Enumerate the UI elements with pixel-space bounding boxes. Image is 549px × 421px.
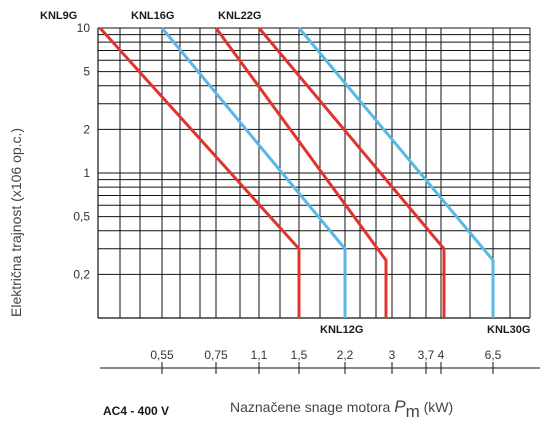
x-axis-label-unit: (kW)	[420, 399, 453, 415]
axes	[97, 28, 540, 369]
x-axis-label-symbol: P	[394, 397, 406, 416]
series-line-knl16g	[214, 27, 388, 318]
x-tick-label: 3	[389, 348, 396, 362]
x-tick-label: 0,55	[150, 348, 174, 362]
y-tick-label: 10	[77, 21, 91, 35]
series-line-knl9g	[98, 26, 301, 318]
series-line-knl30g	[297, 27, 495, 318]
x-axis-label-text: Naznačene snage motora	[230, 399, 394, 415]
series-label-knl16g: KNL16G	[131, 10, 174, 22]
y-tick-label: 0,2	[73, 267, 90, 281]
tick-labels: 10 5 2 1 0,5 0,2 0,55 0,75 1,1 1,5 2,2 3 3,7 4 6,5	[73, 21, 502, 374]
x-axis-label: Naznačene snage motora Pm (kW)	[230, 397, 453, 421]
x-tick-label: 1,1	[251, 348, 268, 362]
x-axis-label-subscript: m	[406, 402, 420, 421]
x-tick-label: 0,75	[204, 348, 228, 362]
grid	[98, 27, 530, 319]
y-tick-label: 1	[83, 166, 90, 180]
y-axis-label: Električna trajnost (x106 op.c.)	[8, 128, 24, 317]
y-tick-label: 5	[83, 65, 90, 79]
x-tick-label: 2,2	[337, 348, 354, 362]
x-tick-label: 6,5	[485, 348, 502, 362]
series-line-knl22g	[257, 27, 446, 318]
series-label-knl12g: KNL12G	[320, 324, 363, 336]
y-tick-label: 2	[83, 122, 90, 136]
series-label-knl30g: KNL30G	[487, 324, 530, 336]
series-line-knl12g	[160, 27, 347, 318]
x-tick-label: 4	[438, 348, 445, 362]
series-label-knl9g: KNL9G	[40, 10, 77, 22]
series-label-knl22g: KNL22G	[218, 10, 261, 22]
series-group	[98, 26, 495, 318]
x-tick-label: 1,5	[291, 348, 308, 362]
x-tick-label: 3,7	[418, 348, 435, 362]
condition-label: AC4 - 400 V	[103, 404, 169, 418]
y-tick-label: 0,5	[73, 210, 90, 224]
